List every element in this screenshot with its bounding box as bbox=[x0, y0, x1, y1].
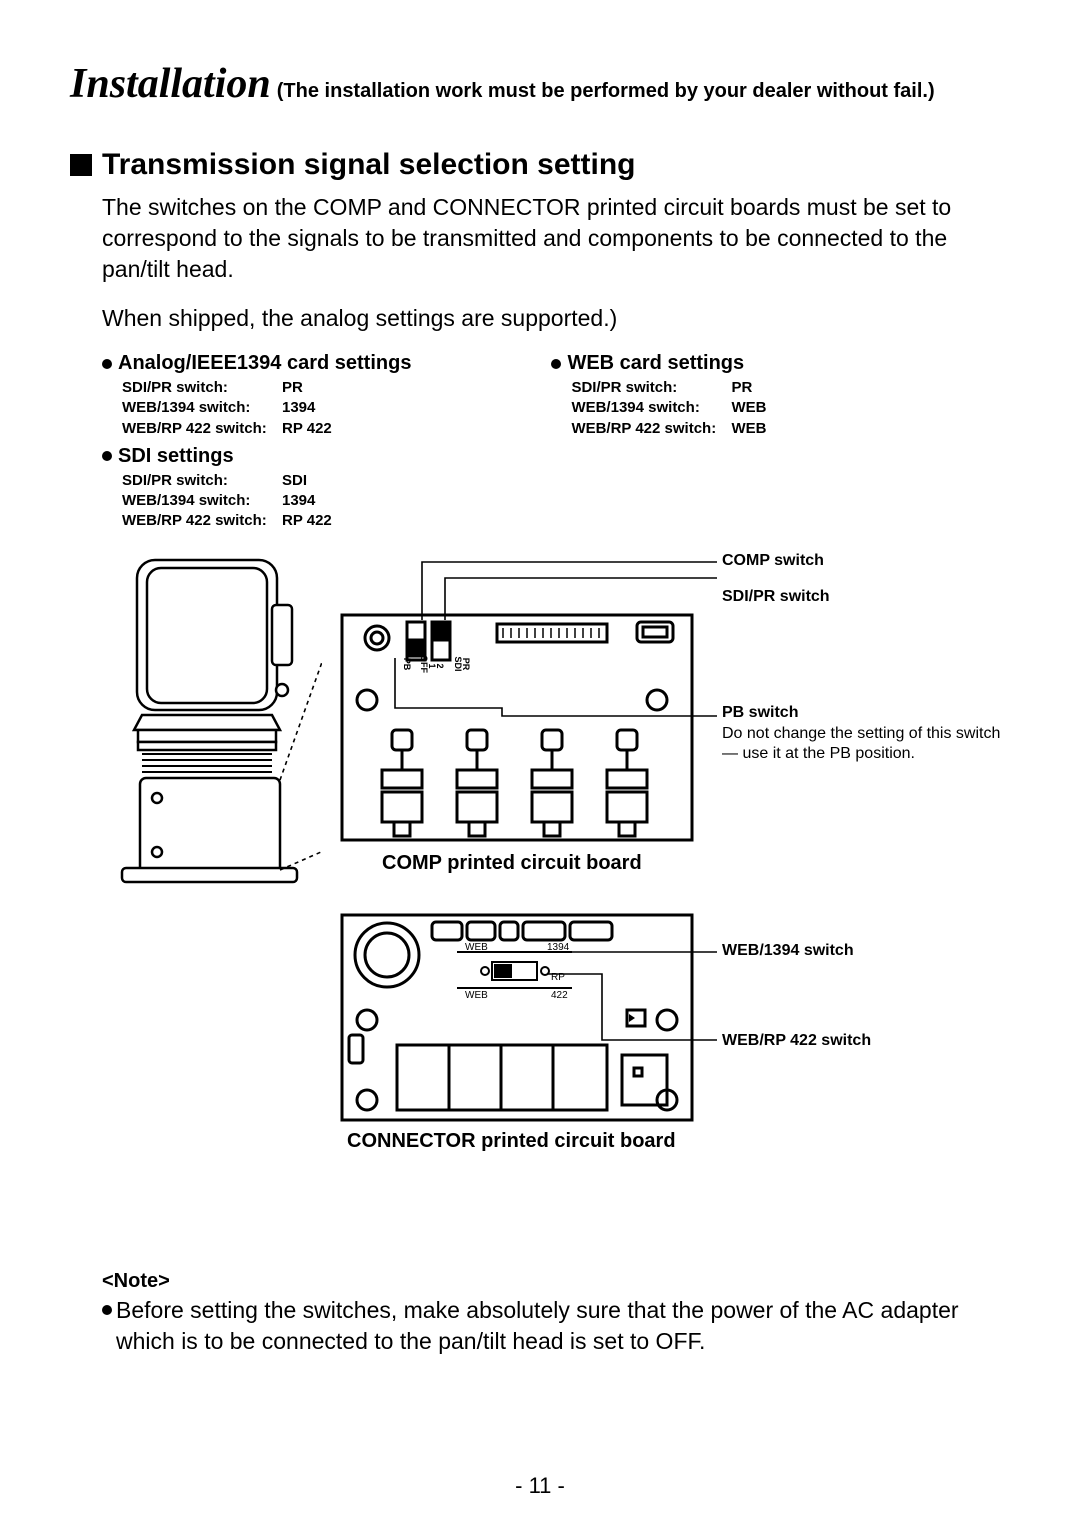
board-text-web-b: WEB bbox=[465, 990, 488, 1001]
sdi-r0-label: SDI/PR switch: bbox=[122, 471, 282, 491]
dot-icon bbox=[102, 451, 112, 461]
web-1394-switch-label: WEB/1394 switch bbox=[722, 942, 854, 960]
note-text: Before setting the switches, make absolu… bbox=[116, 1295, 1010, 1357]
web-r1-label: WEB/1394 switch: bbox=[571, 398, 731, 418]
web-r0-val: PR bbox=[731, 378, 752, 398]
device-illustration bbox=[102, 550, 322, 890]
board-text-web-l: WEB bbox=[465, 942, 488, 953]
header-main: Installation bbox=[70, 60, 271, 108]
connector-board-caption: CONNECTOR printed circuit board bbox=[347, 1130, 676, 1153]
sdi-r2-label: WEB/RP 422 switch: bbox=[122, 511, 282, 531]
comp-board-caption: COMP printed circuit board bbox=[382, 852, 642, 875]
dot-icon bbox=[551, 359, 561, 369]
analog-r2-val: RP 422 bbox=[282, 419, 332, 439]
section-title-row: Transmission signal selection setting bbox=[70, 148, 1010, 182]
section-title: Transmission signal selection setting bbox=[102, 148, 635, 182]
diagram-area: OFF 1 2 SDI PR PB COMP switch SDI/PR swi… bbox=[102, 550, 1010, 1270]
comp-board-illustration: OFF 1 2 SDI PR PB bbox=[337, 610, 697, 880]
analog-r1-val: 1394 bbox=[282, 398, 315, 418]
section-body-1: The switches on the COMP and CONNECTOR p… bbox=[102, 192, 1010, 285]
dot-icon bbox=[102, 1305, 112, 1315]
web-rp422-switch-label: WEB/RP 422 switch bbox=[722, 1032, 871, 1050]
connector-board-illustration: WEB 1394 WEB RP 422 bbox=[337, 910, 707, 1140]
pb-switch-label: PB switch bbox=[722, 704, 798, 722]
svg-text:PR: PR bbox=[461, 657, 471, 670]
svg-text:PB: PB bbox=[402, 657, 412, 670]
sdi-r0-val: SDI bbox=[282, 471, 307, 491]
sdi-pr-switch-label: SDI/PR switch bbox=[722, 588, 830, 606]
sdi-r1-label: WEB/1394 switch: bbox=[122, 491, 282, 511]
analog-r0-val: PR bbox=[282, 378, 303, 398]
web-r1-val: WEB bbox=[731, 398, 766, 418]
board-text-422: 422 bbox=[551, 990, 568, 1001]
sdi-settings: SDI settings SDI/PR switch:SDI WEB/1394 … bbox=[102, 445, 1010, 532]
web-title: WEB card settings bbox=[567, 352, 744, 375]
sdi-title: SDI settings bbox=[118, 445, 234, 468]
analog-settings: Analog/IEEE1394 card settings SDI/PR swi… bbox=[102, 352, 411, 439]
web-r2-label: WEB/RP 422 switch: bbox=[571, 419, 731, 439]
comp-switch-label: COMP switch bbox=[722, 552, 824, 570]
section-body-2: When shipped, the analog settings are su… bbox=[102, 303, 1010, 334]
sdi-r1-val: 1394 bbox=[282, 491, 315, 511]
web-r0-label: SDI/PR switch: bbox=[571, 378, 731, 398]
analog-r2-label: WEB/RP 422 switch: bbox=[122, 419, 282, 439]
board-text-1394: 1394 bbox=[547, 942, 570, 953]
analog-r1-label: WEB/1394 switch: bbox=[122, 398, 282, 418]
web-settings: WEB card settings SDI/PR switch:PR WEB/1… bbox=[551, 352, 766, 439]
sdi-r2-val: RP 422 bbox=[282, 511, 332, 531]
board-text-rp: RP bbox=[551, 972, 565, 983]
dot-icon bbox=[102, 359, 112, 369]
svg-text:2: 2 bbox=[435, 663, 445, 668]
page-number: - 11 - bbox=[0, 1473, 1080, 1499]
note-section: <Note> Before setting the switches, make… bbox=[102, 1270, 1010, 1357]
note-heading: <Note> bbox=[102, 1270, 1010, 1293]
web-r2-val: WEB bbox=[731, 419, 766, 439]
pb-switch-note: Do not change the setting of this switch… bbox=[722, 724, 1002, 766]
settings-columns: Analog/IEEE1394 card settings SDI/PR swi… bbox=[102, 352, 1010, 439]
page-header: Installation (The installation work must… bbox=[70, 60, 1010, 108]
analog-r0-label: SDI/PR switch: bbox=[122, 378, 282, 398]
square-bullet-icon bbox=[70, 154, 92, 176]
analog-title: Analog/IEEE1394 card settings bbox=[118, 352, 411, 375]
header-sub: (The installation work must be performed… bbox=[277, 80, 935, 103]
